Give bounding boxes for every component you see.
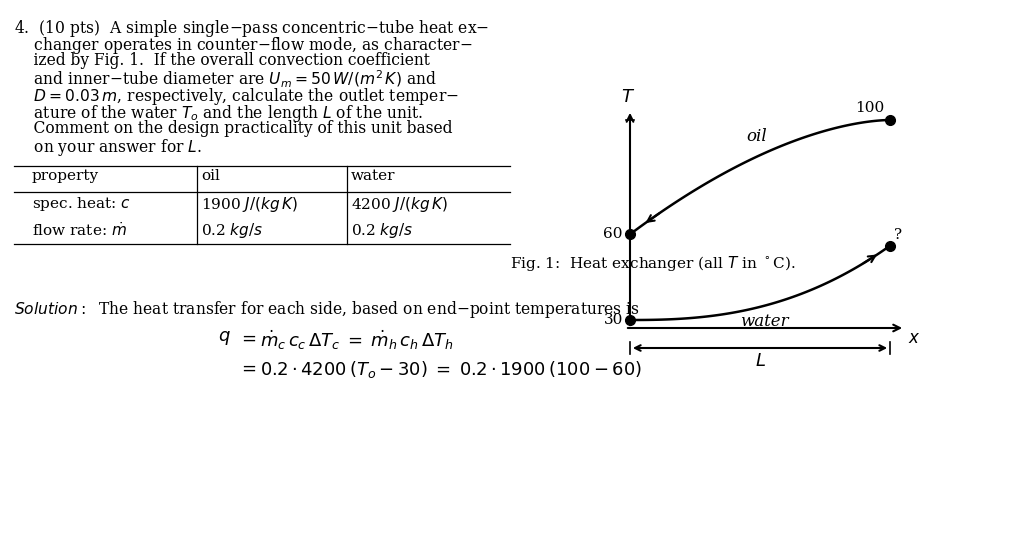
Text: Fig. 1:  Heat exchanger (all $T$ in $^\circ$C).: Fig. 1: Heat exchanger (all $T$ in $^\ci…: [510, 254, 796, 273]
Text: $0.2 \cdot 4200\,(T_o - 30) \;=\; 0.2 \cdot 1900\,(100 - 60)$: $0.2 \cdot 4200\,(T_o - 30) \;=\; 0.2 \c…: [260, 359, 642, 380]
Text: $\mathit{Solution:}$  The heat transfer for each side, based on end$-$point temp: $\mathit{Solution:}$ The heat transfer f…: [14, 299, 640, 320]
Text: property: property: [32, 169, 99, 183]
Text: 0.2 $kg/s$: 0.2 $kg/s$: [351, 221, 413, 240]
Text: flow rate: $\dot{m}$: flow rate: $\dot{m}$: [32, 221, 127, 239]
Text: $=$: $=$: [238, 329, 257, 347]
Text: 4200 $J/(kg\,K)$: 4200 $J/(kg\,K)$: [351, 195, 447, 214]
Text: ature of the water $T_o$ and the length $L$ of the unit.: ature of the water $T_o$ and the length …: [14, 103, 423, 124]
Text: $L$: $L$: [755, 352, 766, 370]
Text: $=$: $=$: [238, 359, 257, 377]
Text: 0.2 $kg/s$: 0.2 $kg/s$: [201, 221, 263, 240]
Text: 30: 30: [603, 313, 623, 327]
Text: on your answer for $L$.: on your answer for $L$.: [14, 137, 202, 158]
Text: water: water: [351, 169, 395, 183]
Text: $T$: $T$: [621, 88, 635, 106]
Text: spec. heat: $c$: spec. heat: $c$: [32, 195, 131, 213]
Text: 4.  (10 pts)  A simple single$-$pass concentric$-$tube heat ex$-$: 4. (10 pts) A simple single$-$pass conce…: [14, 18, 489, 39]
Text: 100: 100: [855, 101, 885, 115]
Text: $x$: $x$: [908, 330, 921, 347]
Text: ?: ?: [894, 228, 902, 242]
Text: water: water: [740, 313, 788, 330]
Text: 60: 60: [603, 227, 623, 241]
Text: $D = 0.03\,m$, respectively, calculate the outlet temper$-$: $D = 0.03\,m$, respectively, calculate t…: [14, 86, 459, 107]
Text: ized by Fig. 1.  If the overall convection coefficient: ized by Fig. 1. If the overall convectio…: [14, 52, 430, 69]
Text: Comment on the design practicality of this unit based: Comment on the design practicality of th…: [14, 120, 453, 137]
Text: oil: oil: [745, 128, 767, 144]
Text: $\dot{m}_c\, c_c\, \Delta T_c \;=\; \dot{m}_h\, c_h\, \Delta T_h$: $\dot{m}_c\, c_c\, \Delta T_c \;=\; \dot…: [260, 329, 454, 352]
Text: oil: oil: [201, 169, 220, 183]
Text: changer operates in counter$-$flow mode, as character$-$: changer operates in counter$-$flow mode,…: [14, 35, 473, 56]
Text: 1900 $J/(kg\,K)$: 1900 $J/(kg\,K)$: [201, 195, 298, 214]
Text: and inner$-$tube diameter are $U_m = 50\,W/(m^2\,K)$ and: and inner$-$tube diameter are $U_m = 50\…: [14, 69, 436, 90]
Text: $q$: $q$: [218, 329, 230, 347]
